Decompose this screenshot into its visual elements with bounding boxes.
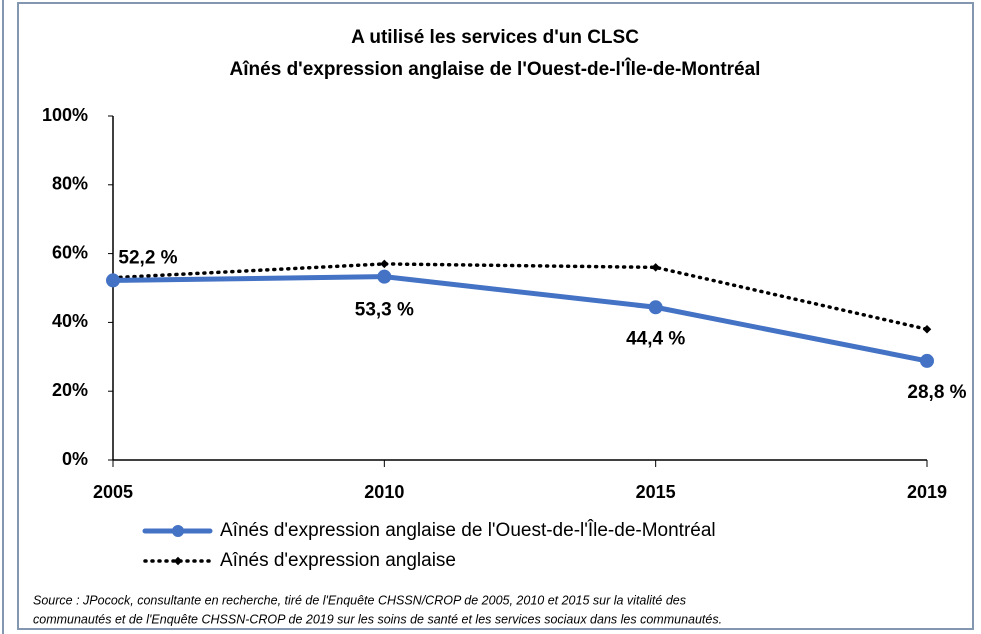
marker <box>106 273 120 288</box>
marker <box>377 269 392 284</box>
marker <box>922 325 932 334</box>
x-tick-label: 2005 <box>93 482 133 502</box>
x-tick-label: 2015 <box>636 482 676 502</box>
marker <box>648 300 663 315</box>
x-tick-label: 2019 <box>907 482 947 502</box>
marker <box>380 259 389 269</box>
value-label: 44,4 % <box>626 328 685 349</box>
y-tick-label: 20% <box>52 380 88 400</box>
y-tick-label: 40% <box>52 311 88 331</box>
legend-label: Aînés d'expression anglaise de l'Ouest-d… <box>220 519 716 541</box>
marker <box>651 263 660 272</box>
chart-title: A utilisé les services d'un CLSC <box>351 27 639 48</box>
legend-marker <box>173 556 183 566</box>
y-tick-label: 60% <box>52 242 88 262</box>
y-tick-label: 100% <box>42 105 88 125</box>
value-label: 28,8 % <box>907 382 966 403</box>
series-line <box>110 274 930 364</box>
y-tick-label: 80% <box>52 174 88 194</box>
source-line: communautés et de l'Enquête CHSSN-CROP d… <box>33 612 722 626</box>
legend-marker <box>172 525 184 537</box>
x-tick-label: 2010 <box>364 482 404 502</box>
value-label: 52,2 % <box>118 247 177 268</box>
dotted-line <box>111 262 929 332</box>
legend-label: Aînés d'expression anglaise <box>220 550 456 571</box>
source-line: Source : JPocock, consultante en recherc… <box>33 593 686 607</box>
chart-subtitle: Aînés d'expression anglaise de l'Ouest-d… <box>230 58 761 80</box>
marker <box>920 353 934 368</box>
value-label: 53,3 % <box>355 300 414 321</box>
y-tick-label: 0% <box>62 449 88 469</box>
frame <box>17 2 974 630</box>
